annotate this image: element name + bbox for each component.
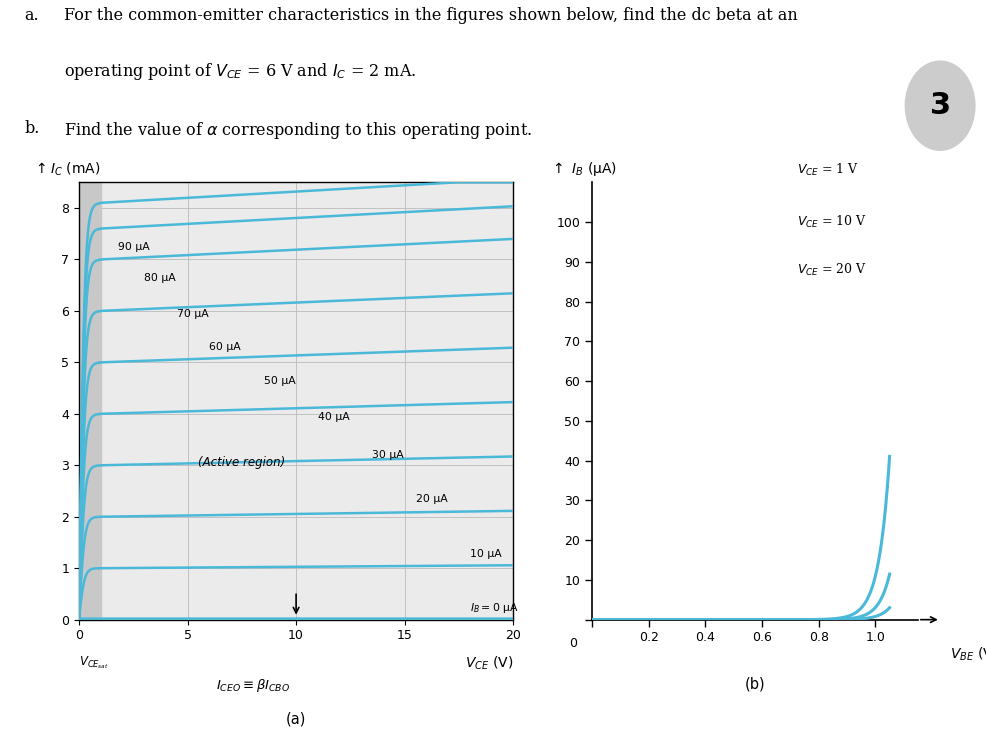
Text: b.: b. — [25, 120, 40, 136]
Text: 10 μA: 10 μA — [469, 549, 501, 559]
Text: 60 μA: 60 μA — [209, 342, 241, 352]
Text: $\uparrow$$I_C$ (mA): $\uparrow$$I_C$ (mA) — [34, 160, 101, 178]
Text: 40 μA: 40 μA — [317, 412, 349, 421]
Text: (a): (a) — [286, 712, 306, 727]
Text: $V_{CE}$ (V): $V_{CE}$ (V) — [464, 655, 513, 672]
Text: $\uparrow$ $I_B$ (μA): $\uparrow$ $I_B$ (μA) — [549, 160, 616, 178]
Text: $V_{CE_{sat}}$: $V_{CE_{sat}}$ — [79, 655, 108, 671]
Text: (b): (b) — [744, 677, 764, 692]
Text: 30 μA: 30 μA — [372, 450, 403, 460]
Text: $V_{CE}$ = 20 V: $V_{CE}$ = 20 V — [797, 262, 867, 278]
Text: 20 μA: 20 μA — [415, 494, 447, 504]
Text: 70 μA: 70 μA — [176, 308, 208, 319]
Text: 3: 3 — [929, 91, 950, 120]
Text: $V_{CE}$ = 10 V: $V_{CE}$ = 10 V — [797, 214, 867, 230]
Text: $V_{CE}$ = 1 V: $V_{CE}$ = 1 V — [797, 162, 859, 178]
Bar — [79, 182, 101, 620]
Text: 50 μA: 50 μA — [263, 375, 295, 386]
Text: (Active region): (Active region) — [198, 456, 285, 469]
Text: $I_{CEO} \equiv \beta I_{CBO}$: $I_{CEO} \equiv \beta I_{CBO}$ — [215, 677, 290, 693]
Text: a.: a. — [25, 7, 39, 24]
Text: 90 μA: 90 μA — [118, 242, 150, 252]
Text: Find the value of $\alpha$ corresponding to this operating point.: Find the value of $\alpha$ corresponding… — [64, 120, 531, 141]
Text: 0: 0 — [568, 637, 576, 650]
Text: $V_{BE}$ (V): $V_{BE}$ (V) — [950, 646, 986, 663]
Text: 80 μA: 80 μA — [144, 273, 176, 283]
Text: $I_B = 0$ μA: $I_B = 0$ μA — [469, 601, 518, 615]
Text: For the common-emitter characteristics in the figures shown below, find the dc b: For the common-emitter characteristics i… — [64, 7, 797, 24]
Circle shape — [904, 61, 974, 150]
Text: operating point of $V_{CE}$ = 6 V and $I_C$ = 2 mA.: operating point of $V_{CE}$ = 6 V and $I… — [64, 61, 416, 82]
